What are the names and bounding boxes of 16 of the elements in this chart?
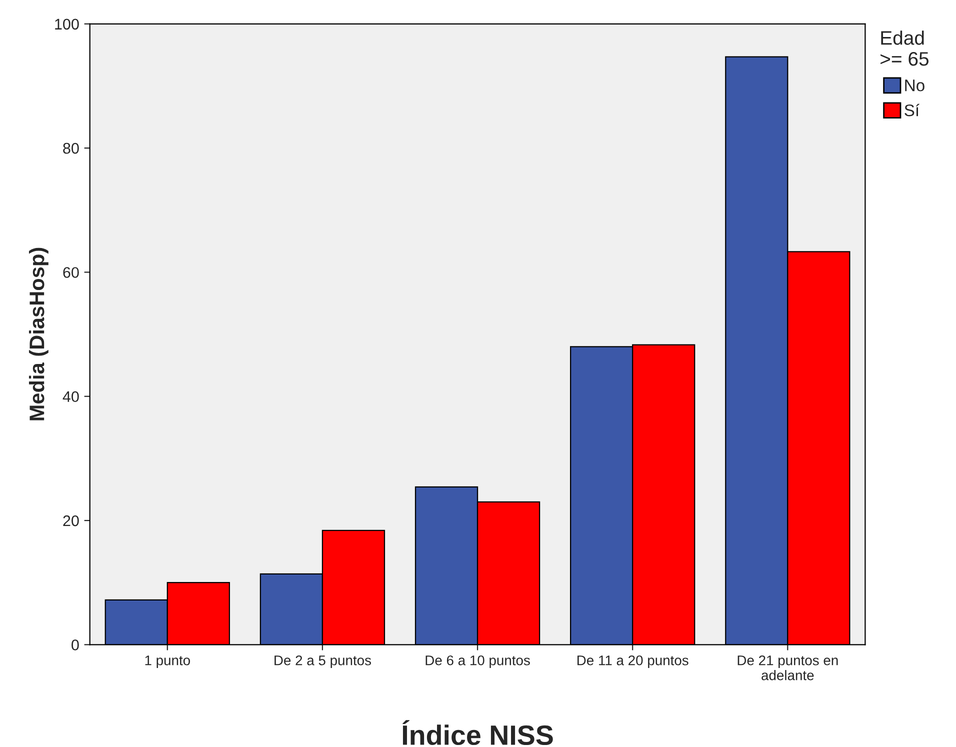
x-tick-label: 1 punto [145, 656, 190, 668]
legend-label: Sí [904, 104, 920, 116]
x-tick-label: De 11 a 20 puntos [577, 655, 688, 668]
y-tick-label: 20 [63, 515, 79, 526]
x-tick-label: De 2 a 5 puntos [274, 655, 371, 668]
y-tick-label: 40 [62, 391, 79, 402]
y-tick-label: 80 [63, 142, 79, 154]
y-tick-label: 0 [72, 640, 79, 650]
x-tick-label: De 21 puntos en adelante [738, 655, 838, 680]
y-tick-label: 60 [63, 267, 79, 278]
y-tick-label: 100 [55, 18, 79, 30]
x-axis-title: Índice NISS [402, 720, 553, 746]
x-tick-label: De 6 a 10 puntos [426, 655, 530, 668]
y-axis-title: Media (DiasHosp) [28, 248, 48, 420]
legend-title: Edad >= 65 [880, 30, 929, 66]
legend-label: No [905, 80, 924, 92]
